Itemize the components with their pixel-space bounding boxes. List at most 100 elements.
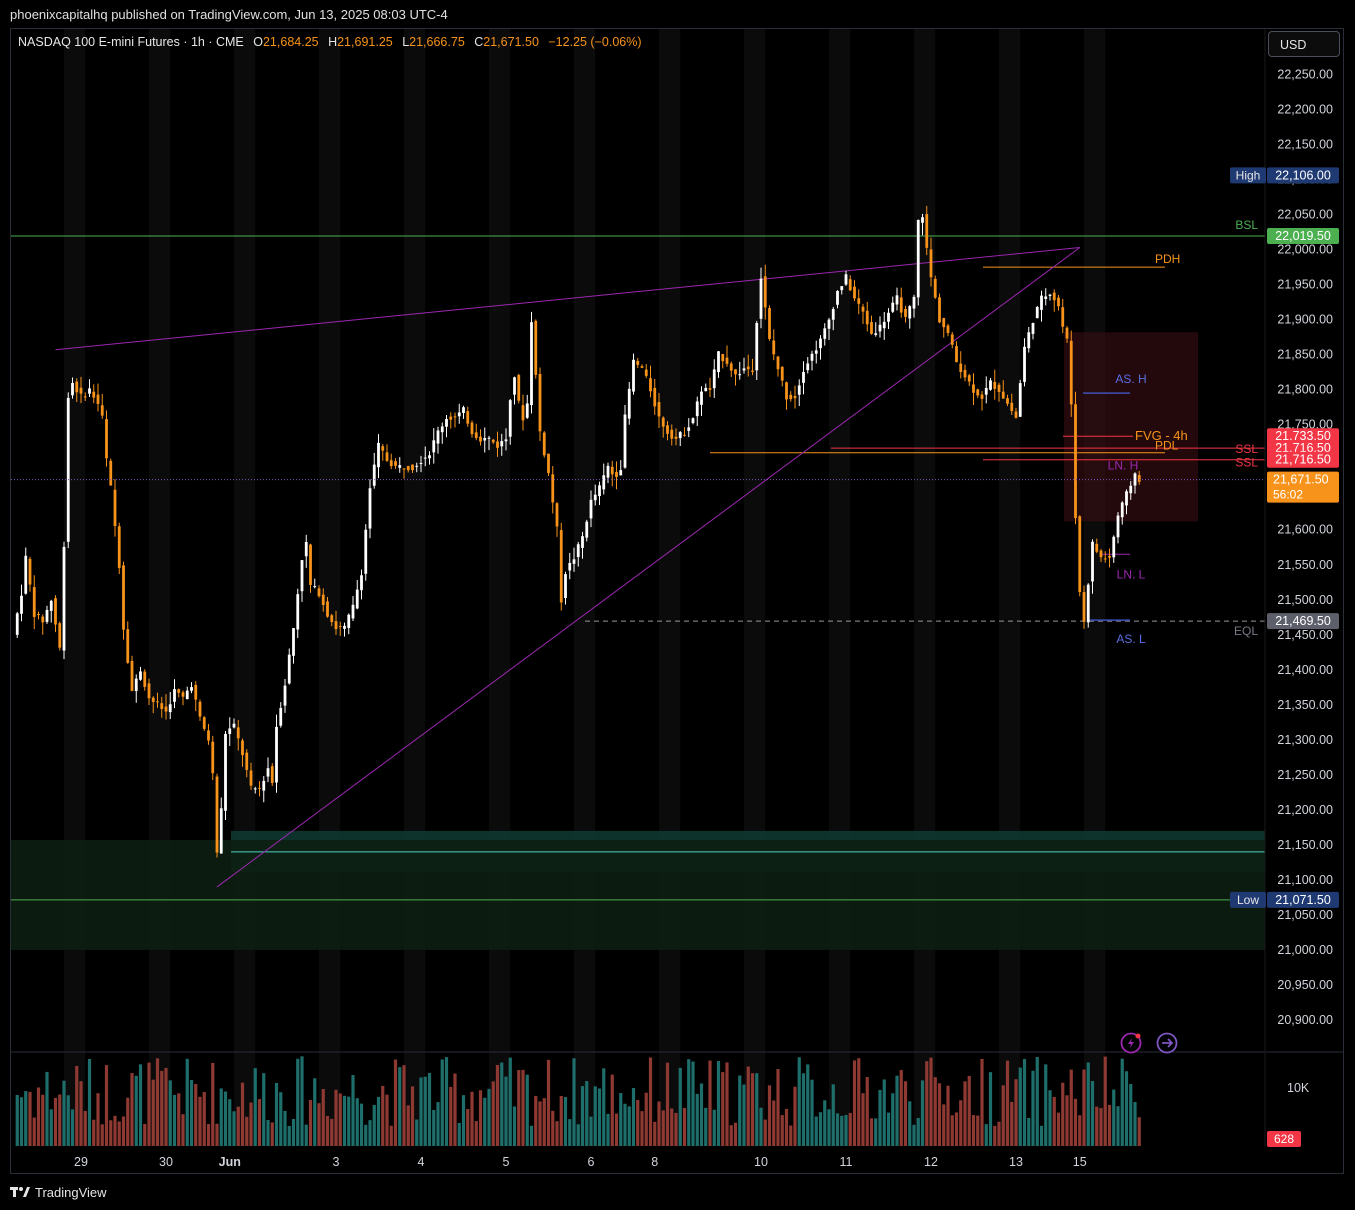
y-tick-label: 21,050.00 [1277, 908, 1333, 922]
candle-body [870, 322, 873, 334]
candle-body [330, 615, 334, 622]
ssl-label-2: SSL [1235, 456, 1258, 470]
volume-bar [49, 1109, 53, 1146]
candle-body [1116, 515, 1120, 538]
candle-body [198, 701, 202, 717]
currency-button[interactable]: USD [1268, 31, 1340, 57]
candle-body [819, 338, 822, 349]
candle-body [151, 697, 155, 702]
candle-body [317, 588, 321, 597]
volume-bar [1031, 1070, 1035, 1146]
volume-bar [933, 1077, 937, 1146]
candle-body [640, 366, 644, 368]
volume-bar [661, 1110, 665, 1146]
candle-body [270, 766, 274, 783]
candle-body [343, 625, 346, 629]
volume-bar [143, 1123, 147, 1146]
candle-body [100, 405, 104, 416]
change-value: −12.25 (−0.06%) [548, 35, 642, 49]
volume-bar [1133, 1102, 1137, 1146]
volume-bar [1082, 1069, 1086, 1146]
y-tick-label: 21,100.00 [1277, 873, 1333, 887]
volume-bar [168, 1080, 172, 1146]
volume-bar [334, 1089, 338, 1146]
candle-body [1048, 294, 1052, 296]
price-tag-value: 21,071.50 [1275, 893, 1331, 907]
volume-bar [534, 1095, 538, 1146]
alert-icon[interactable] [1120, 1032, 1142, 1054]
candle-body [228, 728, 232, 734]
candle-body [530, 322, 533, 406]
session-band [404, 29, 426, 1146]
candle-body [721, 353, 725, 362]
y-tick-label: 21,600.00 [1277, 523, 1333, 537]
volume-bar [1090, 1080, 1095, 1146]
volume-bar [1001, 1085, 1005, 1146]
candle-body [1031, 323, 1035, 334]
volume-bar [903, 1081, 908, 1146]
candle-body [496, 441, 499, 448]
candle-body [751, 370, 754, 372]
tradingview-logo[interactable]: TradingView [10, 1185, 107, 1200]
last-price-value: 21,671.50 [1273, 473, 1329, 487]
candle-body [538, 373, 542, 432]
pdl-label: PDL [1155, 439, 1179, 453]
volume-bar [1061, 1082, 1065, 1146]
volume-bar [763, 1119, 767, 1146]
price-tag-caption: High [1236, 168, 1261, 182]
volume-bar [1048, 1090, 1052, 1146]
volume-bar [262, 1073, 266, 1146]
candle-body [109, 460, 113, 486]
volume-bar [627, 1106, 631, 1146]
candle-body [984, 387, 988, 395]
candle-body [156, 701, 159, 703]
candle-body [874, 333, 878, 335]
volume-bar [942, 1104, 946, 1146]
volume-bar [279, 1092, 283, 1146]
volume-bar [351, 1075, 355, 1146]
candle-body [619, 470, 623, 476]
candle-body [190, 687, 193, 691]
volume-bar [831, 1084, 835, 1146]
volume-bar [202, 1092, 206, 1146]
volume-bar [325, 1115, 330, 1146]
volume-bar [1120, 1058, 1124, 1146]
volume-bar [704, 1107, 708, 1146]
candle-body [827, 319, 831, 329]
volume-bar [270, 1122, 274, 1146]
candle-body [258, 787, 261, 789]
close-label: C [474, 35, 484, 49]
volume-bar [619, 1093, 623, 1146]
session-band [744, 29, 766, 1146]
y-tick-label: 21,950.00 [1277, 278, 1333, 292]
volume-bar [827, 1109, 831, 1146]
volume-bar [925, 1061, 929, 1146]
volume-bar [576, 1124, 580, 1146]
volume-bar [376, 1097, 381, 1146]
candle-body [181, 692, 185, 697]
replay-forward-icon[interactable] [1156, 1032, 1178, 1054]
candle-body [517, 374, 521, 401]
volume-bar [453, 1073, 457, 1146]
session-band [149, 29, 171, 1146]
candle-body [1044, 296, 1048, 299]
bsl-label: BSL [1235, 218, 1258, 232]
volume-bar [920, 1080, 925, 1146]
volume-bar [959, 1100, 963, 1146]
candle-body [211, 741, 215, 774]
volume-bar [814, 1116, 818, 1146]
x-tick-label: 12 [924, 1155, 938, 1169]
y-tick-label: 22,150.00 [1277, 138, 1333, 152]
volume-bar [487, 1088, 491, 1146]
symbol-name[interactable]: NASDAQ 100 E-mini Futures · 1h · CME [18, 35, 244, 49]
candle-body [1091, 541, 1094, 582]
volume-bar [1044, 1064, 1048, 1146]
tradingview-mark-icon [10, 1185, 30, 1200]
volume-bar [1052, 1096, 1056, 1146]
candle-body [704, 387, 708, 392]
volume-bar [772, 1100, 776, 1146]
price-tag-value: 21,716.50 [1275, 453, 1331, 467]
volume-bar [75, 1065, 79, 1146]
volume-bar [330, 1118, 334, 1146]
